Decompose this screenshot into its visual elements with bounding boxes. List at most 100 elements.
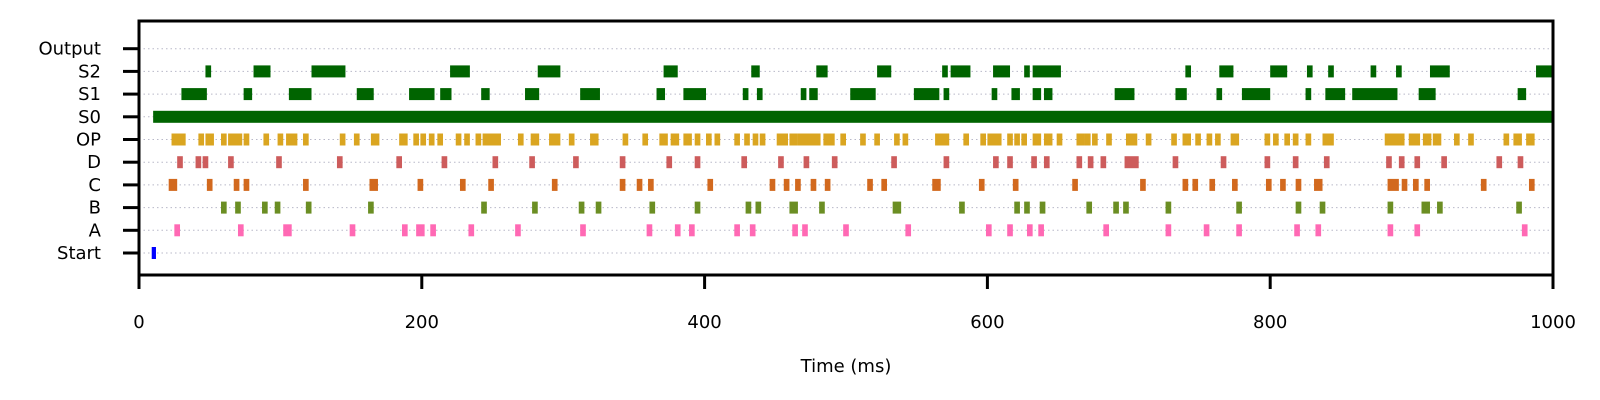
event-a-16 xyxy=(802,224,808,237)
event-op-51 xyxy=(980,133,986,146)
event-c-11 xyxy=(636,178,643,191)
event-d-18 xyxy=(891,156,897,169)
event-op-59 xyxy=(1076,133,1085,146)
event-s2-20 xyxy=(1396,65,1402,78)
event-b-18 xyxy=(1014,201,1020,214)
event-c-20 xyxy=(881,178,888,191)
event-s2-18 xyxy=(1328,65,1334,78)
x-tick-label-0: 0 xyxy=(133,312,144,333)
event-op-8 xyxy=(286,133,298,146)
y-tick-label-start: Start xyxy=(57,243,101,264)
event-s2-7 xyxy=(816,65,828,78)
event-op-81 xyxy=(1454,133,1460,146)
event-c-5 xyxy=(369,178,378,191)
event-a-8 xyxy=(515,224,521,237)
event-op-11 xyxy=(353,133,360,146)
event-s2-11 xyxy=(993,65,1011,78)
event-s1-19 xyxy=(1011,88,1020,101)
event-s1-3 xyxy=(356,88,374,101)
event-op-54 xyxy=(1014,133,1020,146)
event-d-27 xyxy=(1124,156,1139,169)
event-op-48 xyxy=(902,133,909,146)
event-b-14 xyxy=(789,201,798,214)
event-op-47 xyxy=(894,133,900,146)
event-op-22 xyxy=(486,133,501,146)
event-a-21 xyxy=(1026,224,1033,237)
event-op-35 xyxy=(714,133,721,146)
event-s2-2 xyxy=(311,65,346,78)
event-c-12 xyxy=(648,178,654,191)
event-op-78 xyxy=(1408,133,1421,146)
event-op-38 xyxy=(752,133,759,146)
event-op-25 xyxy=(549,133,561,146)
event-d-25 xyxy=(1087,156,1094,169)
x-tick-label-600: 600 xyxy=(970,312,1004,333)
event-b-24 xyxy=(1165,201,1172,214)
event-op-21 xyxy=(482,133,489,146)
event-b-15 xyxy=(819,201,825,214)
event-s2-19 xyxy=(1370,65,1377,78)
event-op-20 xyxy=(475,133,482,146)
event-s1-7 xyxy=(525,88,540,101)
event-op-39 xyxy=(759,133,766,146)
event-op-79 xyxy=(1422,133,1432,146)
event-a-14 xyxy=(749,224,756,237)
event-a-26 xyxy=(1236,224,1242,237)
event-b-31 xyxy=(1516,201,1522,214)
event-op-75 xyxy=(1305,133,1312,146)
event-d-36 xyxy=(1441,156,1447,169)
event-op-44 xyxy=(840,133,846,146)
y-tick-label-a: A xyxy=(89,220,102,241)
event-d-1 xyxy=(195,156,202,169)
event-a-22 xyxy=(1038,224,1044,237)
event-a-17 xyxy=(843,224,849,237)
event-s2-1 xyxy=(253,65,271,78)
event-start-0 xyxy=(151,247,156,259)
event-a-7 xyxy=(468,224,475,237)
x-tick-label-400: 400 xyxy=(687,312,721,333)
event-c-35 xyxy=(1401,178,1408,191)
event-s0-0 xyxy=(153,110,1553,123)
event-b-11 xyxy=(694,201,701,214)
event-b-26 xyxy=(1295,201,1302,214)
event-c-0 xyxy=(168,178,178,191)
y-tick-label-b: B xyxy=(89,198,101,219)
event-op-72 xyxy=(1273,133,1279,146)
event-s2-16 xyxy=(1270,65,1288,78)
event-b-8 xyxy=(578,201,585,214)
event-d-10 xyxy=(573,156,579,169)
event-b-6 xyxy=(481,201,487,214)
event-a-27 xyxy=(1294,224,1300,237)
event-op-74 xyxy=(1292,133,1299,146)
event-op-55 xyxy=(1021,133,1027,146)
event-c-21 xyxy=(932,178,941,191)
event-s2-8 xyxy=(877,65,892,78)
event-c-1 xyxy=(206,178,213,191)
event-s1-5 xyxy=(440,88,452,101)
x-tick-label-200: 200 xyxy=(405,312,439,333)
event-d-9 xyxy=(529,156,535,169)
event-s1-2 xyxy=(288,88,312,101)
event-op-36 xyxy=(734,133,740,146)
event-d-34 xyxy=(1398,156,1405,169)
event-b-20 xyxy=(1039,201,1046,214)
event-b-1 xyxy=(235,201,241,214)
event-b-12 xyxy=(745,201,752,214)
y-tick-label-s0: S0 xyxy=(78,107,101,128)
event-op-64 xyxy=(1145,133,1152,146)
event-s1-18 xyxy=(991,88,998,101)
event-c-27 xyxy=(1192,178,1199,191)
event-c-31 xyxy=(1280,178,1286,191)
event-op-7 xyxy=(277,133,284,146)
event-c-13 xyxy=(707,178,714,191)
event-s2-21 xyxy=(1429,65,1450,78)
event-op-12 xyxy=(370,133,380,146)
event-s1-25 xyxy=(1241,88,1271,101)
event-b-13 xyxy=(755,201,762,214)
event-b-0 xyxy=(221,201,227,214)
event-c-22 xyxy=(978,178,985,191)
event-d-31 xyxy=(1292,156,1299,169)
event-c-8 xyxy=(488,178,494,191)
grid-lines xyxy=(139,48,1553,254)
